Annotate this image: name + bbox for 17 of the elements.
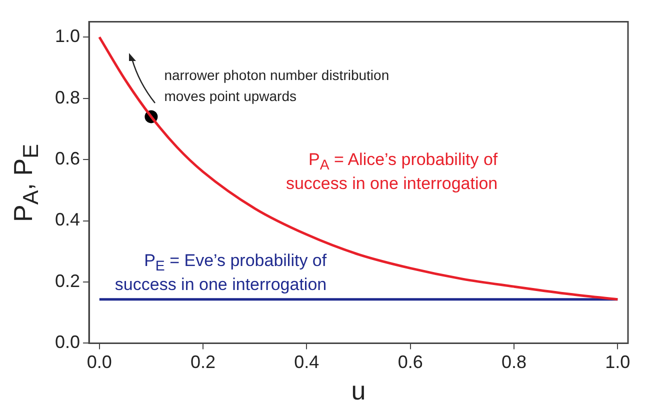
x-axis-title: u: [351, 376, 366, 406]
y-tick-label: 0.2: [54, 270, 80, 291]
x-tick-label: 0.6: [398, 352, 423, 372]
x-tick-label: 0.2: [190, 352, 216, 372]
series-label: P$_{E}$ = Eve’s probability of success in one interrogation: [114, 251, 327, 295]
y-tick-label: 0.8: [54, 87, 80, 108]
annotation: narrower photon number distribution moves point upwards: [164, 66, 390, 106]
x-tick-label: 1.0: [605, 352, 630, 372]
y-tick-label: 0.4: [54, 210, 80, 230]
x-tick-label: 0.8: [501, 352, 526, 372]
x-tick-label: 0.0: [86, 352, 112, 372]
line-series: [98, 36, 619, 301]
y-tick-label: 1.0: [54, 26, 80, 46]
y-tick-label: 0.6: [54, 148, 80, 169]
series-label: P$_{A}$ = Alice’s probability of success in one interrogation: [286, 150, 498, 194]
y-tick-label: 0.0: [54, 332, 80, 352]
x-tick-label: 0.4: [294, 352, 320, 372]
